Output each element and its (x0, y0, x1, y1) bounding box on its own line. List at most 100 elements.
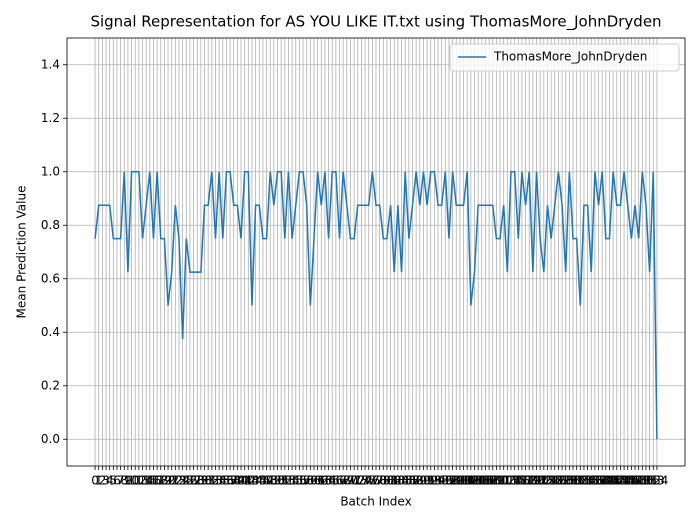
x-tick-label: 61 (310, 474, 325, 488)
x-tick-label: 39 (230, 474, 245, 488)
y-tick-label: 1.2 (41, 111, 60, 125)
x-tick-label: 100 (448, 474, 471, 488)
x-tick-label: 90 (416, 474, 431, 488)
x-tick-label: 23 (171, 474, 186, 488)
x-tick-label: 60 (306, 474, 321, 488)
legend-label: ThomasMore_JohnDryden (493, 50, 647, 64)
x-tick-label: 82 (387, 474, 402, 488)
x-tick-label: 87 (405, 474, 420, 488)
x-tick-label: 51 (274, 474, 289, 488)
x-tick-label: 77 (368, 474, 383, 488)
x-tick-label: 93 (427, 474, 442, 488)
x-tick-label: 48 (263, 474, 278, 488)
x-tick-label: 117 (510, 474, 533, 488)
x-tick-label: 112 (492, 474, 515, 488)
x-tick-label: 137 (583, 474, 606, 488)
x-tick-label: 11 (128, 474, 143, 488)
x-tick-label: 9 (124, 474, 132, 488)
x-tick-label: 6 (113, 474, 121, 488)
x-tick-label: 135 (576, 474, 599, 488)
x-tick-label: 15 (142, 474, 157, 488)
x-tick-label: 109 (481, 474, 504, 488)
x-tick-label: 22 (168, 474, 183, 488)
x-tick-label: 145 (613, 474, 636, 488)
x-tick-label: 84 (394, 474, 409, 488)
x-tick-label: 2 (99, 474, 107, 488)
x-tick-label: 92 (423, 474, 438, 488)
x-tick-label: 104 (463, 474, 486, 488)
x-tick-label: 140 (594, 474, 617, 488)
x-tick-label: 86 (401, 474, 416, 488)
x-tick-label: 57 (295, 474, 310, 488)
x-tick-label: 95 (434, 474, 449, 488)
x-tick-label: 31 (201, 474, 216, 488)
x-tick-label: 113 (496, 474, 519, 488)
x-tick-label: 120 (521, 474, 544, 488)
x-tick-label: 141 (598, 474, 621, 488)
x-tick-label: 102 (456, 474, 479, 488)
x-tick-label: 119 (518, 474, 541, 488)
chart-title: Signal Representation for AS YOU LIKE IT… (90, 13, 661, 32)
x-tick-label: 16 (146, 474, 161, 488)
x-tick-label: 105 (467, 474, 490, 488)
x-tick-label: 114 (500, 474, 523, 488)
x-tick-label: 94 (430, 474, 445, 488)
x-tick-label: 5 (110, 474, 118, 488)
x-tick-label: 88 (408, 474, 423, 488)
x-tick-label: 153 (642, 474, 665, 488)
x-tick-label: 133 (569, 474, 592, 488)
x-tick-label: 81 (383, 474, 398, 488)
x-tick-label: 19 (157, 474, 172, 488)
x-tick-label: 29 (193, 474, 208, 488)
x-tick-label: 64 (321, 474, 336, 488)
x-tick-label: 58 (299, 474, 314, 488)
x-tick-label: 45 (252, 474, 267, 488)
x-tick-label: 37 (222, 474, 237, 488)
x-tick-label: 4 (106, 474, 114, 488)
x-tick-label: 49 (266, 474, 281, 488)
x-tick-label: 130 (558, 474, 581, 488)
x-tick-label: 56 (292, 474, 307, 488)
y-tick-label: 0.6 (41, 271, 60, 285)
x-tick-label: 96 (438, 474, 453, 488)
x-tick-label: 134 (572, 474, 595, 488)
x-tick-label: 46 (255, 474, 270, 488)
y-axis-label: Mean Prediction Value (15, 186, 29, 319)
x-tick-label: 78 (372, 474, 387, 488)
line (94, 171, 658, 440)
x-tick-label: 150 (631, 474, 654, 488)
x-tick-label: 30 (197, 474, 212, 488)
x-tick-label: 98 (445, 474, 460, 488)
x-tick-label: 75 (361, 474, 376, 488)
y-tick-label: 1.4 (41, 57, 60, 71)
x-tick-label: 12 (131, 474, 146, 488)
x-tick-label: 10 (124, 474, 139, 488)
x-tick-label: 62 (314, 474, 329, 488)
x-tick-label: 68 (336, 474, 351, 488)
x-tick-label: 69 (339, 474, 354, 488)
x-tick-label: 41 (237, 474, 252, 488)
x-tick-label: 38 (226, 474, 241, 488)
x-tick-label: 26 (182, 474, 197, 488)
x-tick-label: 103 (459, 474, 482, 488)
x-tick-label: 79 (376, 474, 391, 488)
x-tick-label: 80 (379, 474, 394, 488)
x-tick-label: 110 (485, 474, 508, 488)
x-tick-label: 142 (602, 474, 625, 488)
x-tick-label: 14 (139, 474, 154, 488)
legend-box (449, 43, 680, 72)
y-tick-label: 0.4 (41, 325, 60, 339)
x-tick-label: 111 (489, 474, 512, 488)
x-tick-label: 151 (635, 474, 658, 488)
x-tick-label: 89 (412, 474, 427, 488)
x-tick-label: 121 (525, 474, 548, 488)
x-tick-label: 53 (281, 474, 296, 488)
x-tick-label: 44 (248, 474, 263, 488)
x-tick-label: 27 (186, 474, 201, 488)
x-tick-label: 126 (543, 474, 566, 488)
x-tick-label: 28 (190, 474, 205, 488)
x-tick-label: 97 (441, 474, 456, 488)
x-tick-label: 83 (390, 474, 405, 488)
x-tick-label: 33 (208, 474, 223, 488)
x-tick-label: 132 (565, 474, 588, 488)
